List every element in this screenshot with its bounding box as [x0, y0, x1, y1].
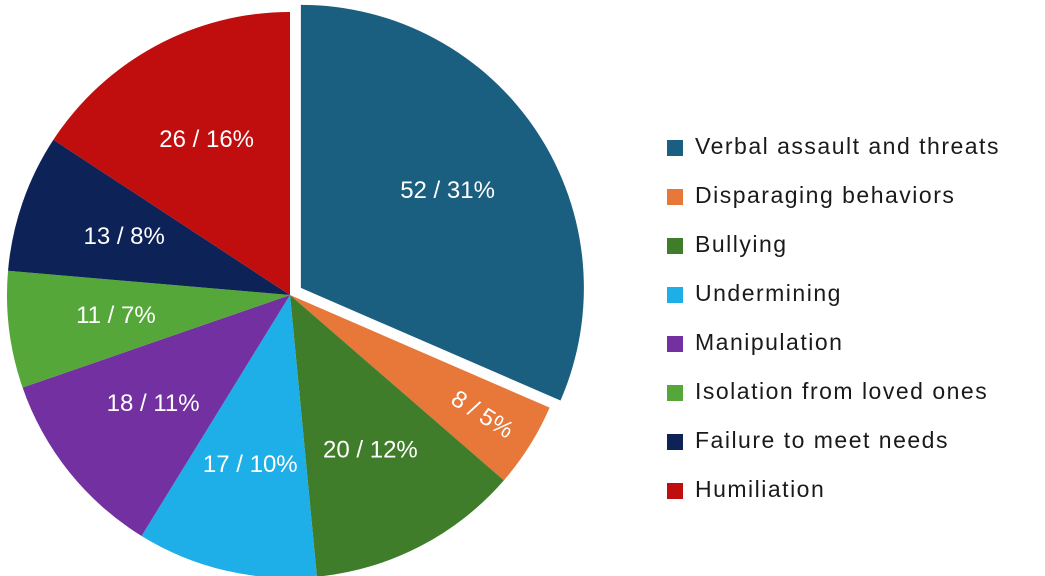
slice-label: 11 / 7%: [76, 302, 156, 329]
legend-label: Disparaging behaviors: [695, 182, 955, 208]
legend-swatch: [667, 483, 683, 499]
legend-label: Isolation from loved ones: [695, 378, 988, 404]
pie-slice: [290, 295, 504, 576]
legend-swatch: [667, 287, 683, 303]
legend-swatch: [667, 140, 683, 156]
pie-slice: [300, 4, 584, 401]
pie-slice: [22, 295, 291, 536]
pie-slice: [8, 139, 291, 295]
legend-label: Failure to meet needs: [695, 427, 949, 453]
legend-swatch: [667, 336, 683, 352]
legend-label: Undermining: [695, 280, 842, 306]
pie-slice: [141, 295, 317, 576]
pie-slice: [6, 270, 290, 388]
legend-swatch: [667, 189, 683, 205]
legend-label: Humiliation: [695, 476, 825, 502]
legend-label: Bullying: [695, 231, 788, 257]
legend-swatch: [667, 434, 683, 450]
slice-label: 13 / 8%: [83, 223, 164, 250]
pie-slice: [290, 295, 550, 481]
slice-label: 18 / 11%: [107, 390, 200, 417]
pie-slice: [53, 12, 291, 295]
slice-label: 26 / 16%: [159, 126, 254, 153]
legend-label: Verbal assault and threats: [695, 133, 1000, 159]
legend-swatch: [667, 385, 683, 401]
slice-label: 20 / 12%: [323, 436, 418, 463]
slice-label: 52 / 31%: [400, 177, 495, 204]
legend-label: Manipulation: [695, 329, 843, 355]
slice-label: 17 / 10%: [203, 451, 298, 478]
legend-swatch: [667, 238, 683, 254]
